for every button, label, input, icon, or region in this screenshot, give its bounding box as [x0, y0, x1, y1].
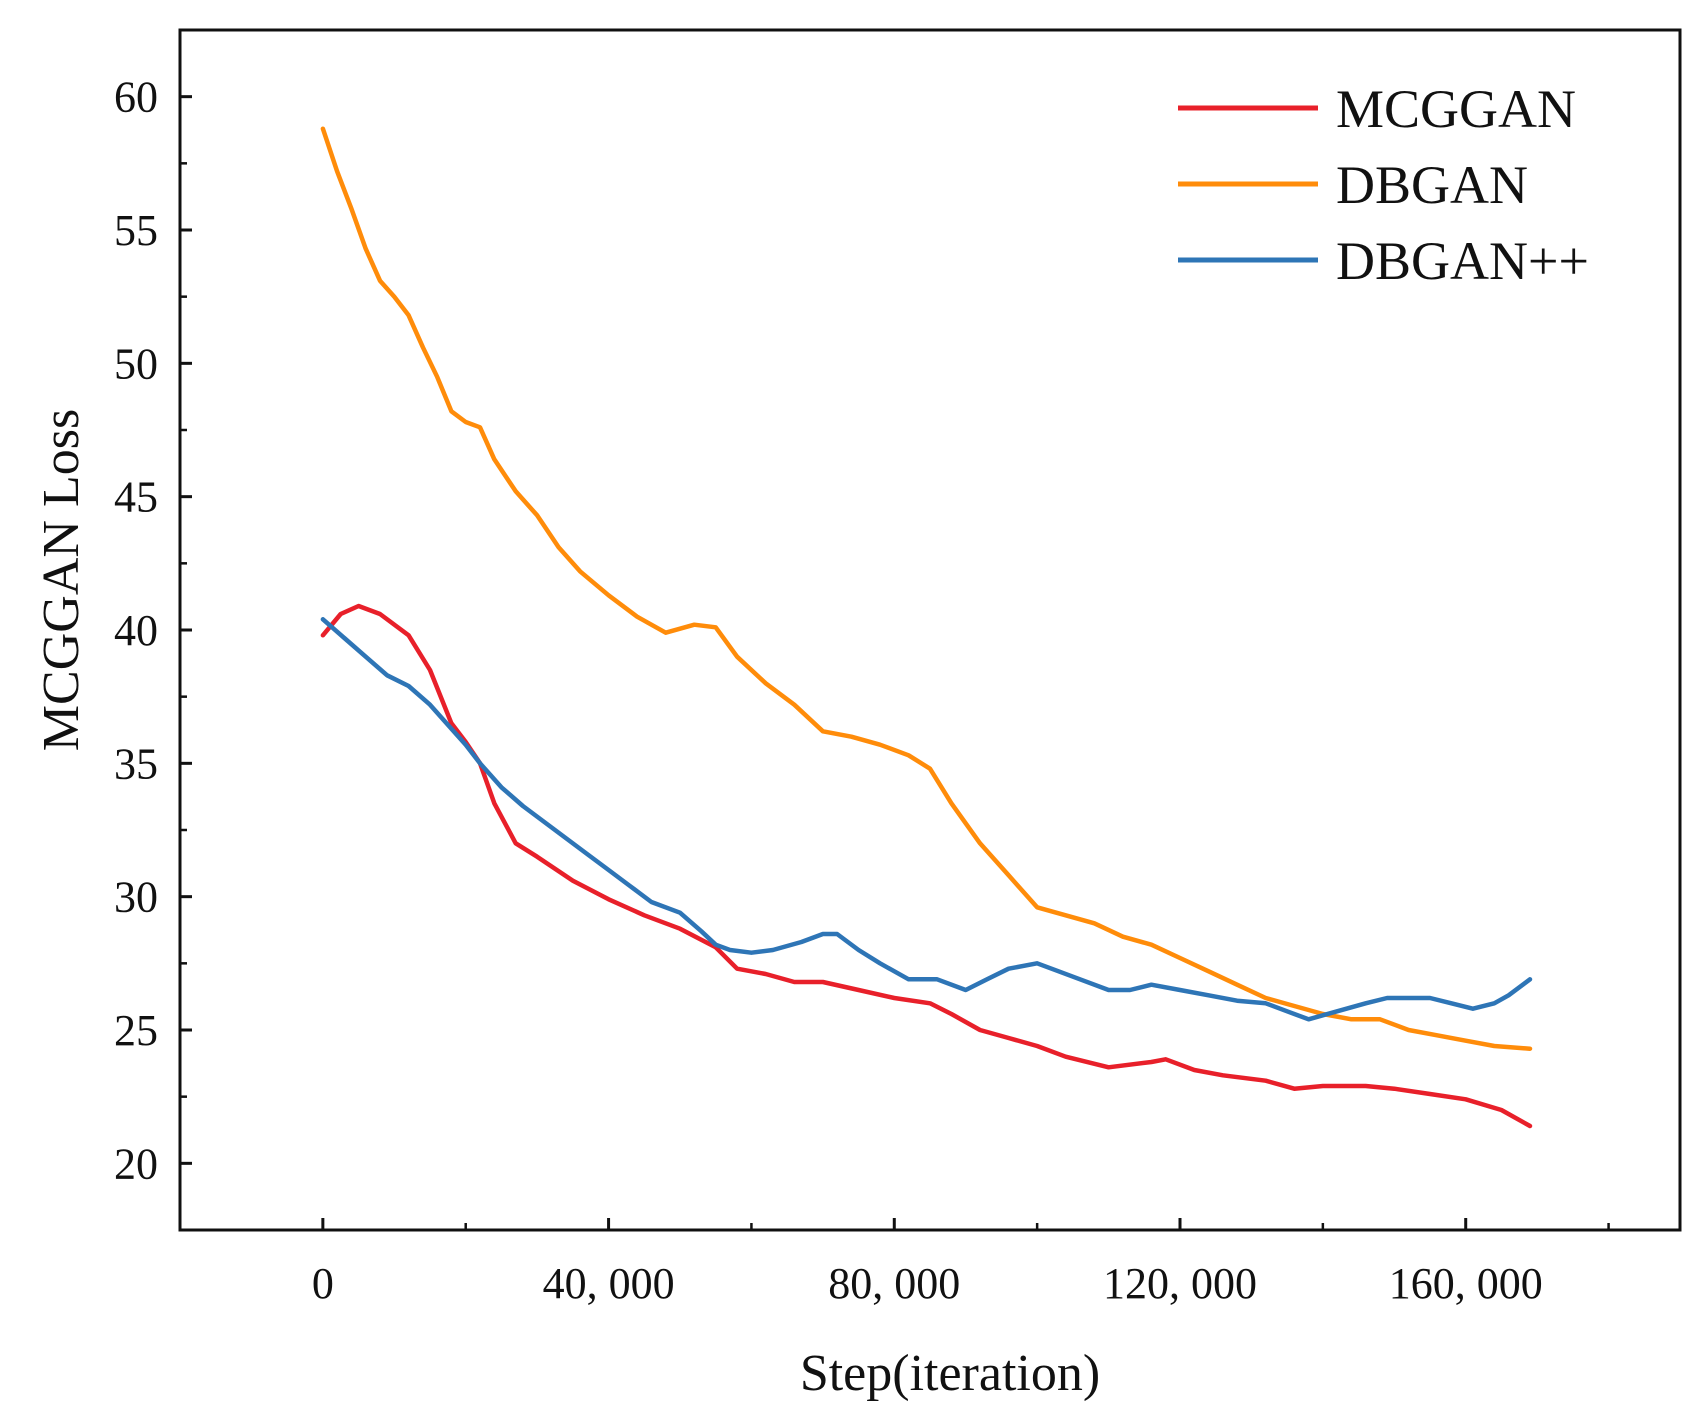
- series-line-dbganplusplus: [320, 617, 1533, 1022]
- legend-label: MCGGAN: [1336, 79, 1576, 139]
- y-tick-label: 25: [114, 1006, 158, 1055]
- legend: MCGGAN DBGAN DBGAN++: [1178, 79, 1589, 291]
- y-tick-label: 20: [114, 1139, 158, 1188]
- y-axis-title: MCGGAN Loss: [33, 409, 90, 751]
- x-tick-label: 40, 000: [543, 1259, 675, 1308]
- x-tick-label: 0: [312, 1259, 334, 1308]
- y-tick-label: 55: [114, 206, 158, 255]
- y-tick-label: 50: [114, 339, 158, 388]
- legend-label: DBGAN: [1336, 155, 1528, 215]
- x-tick-label: 160, 000: [1389, 1259, 1543, 1308]
- y-tick-label: 35: [114, 739, 158, 788]
- series-layer: [320, 126, 1533, 1129]
- legend-label: DBGAN++: [1336, 231, 1589, 291]
- y-tick-label: 45: [114, 473, 158, 522]
- y-tick-label: 60: [114, 73, 158, 122]
- y-tick-label: 30: [114, 873, 158, 922]
- series-line-dbgan: [320, 126, 1533, 1051]
- y-tick-label: 40: [114, 606, 158, 655]
- x-axis-title: Step(iteration): [800, 1345, 1100, 1402]
- x-tick-label: 80, 000: [828, 1259, 960, 1308]
- x-tick-label: 120, 000: [1103, 1259, 1257, 1308]
- ticks-layer: 20 25 30 35 40 45 50 55 60 0 40, 000 80, 000 120, 00…: [114, 73, 1610, 1308]
